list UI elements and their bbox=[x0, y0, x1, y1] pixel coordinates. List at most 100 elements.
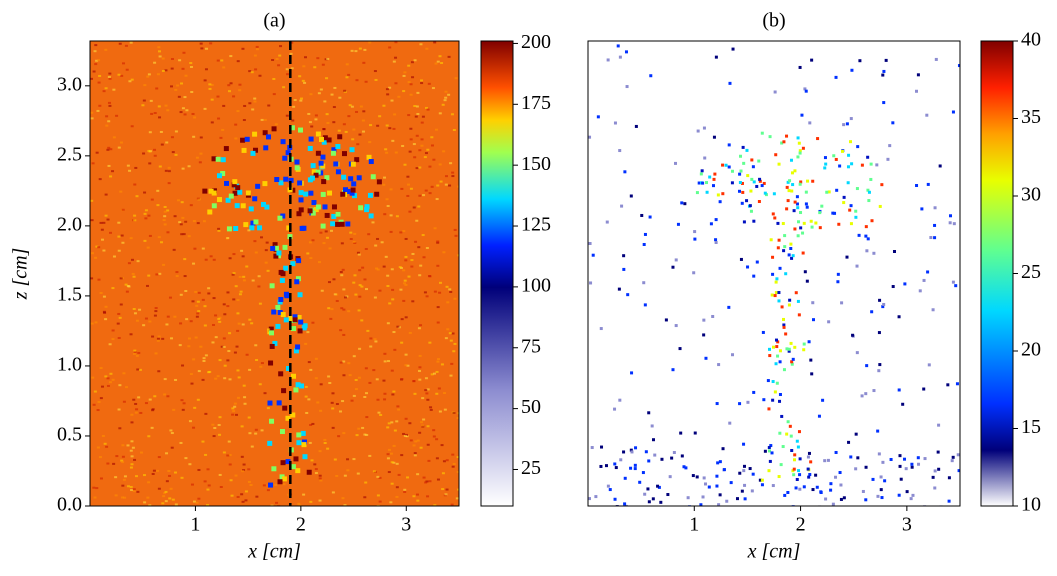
texture bbox=[589, 281, 593, 285]
texture bbox=[891, 285, 895, 289]
texture bbox=[326, 137, 332, 143]
texture bbox=[937, 467, 941, 471]
texture bbox=[640, 213, 644, 217]
texture bbox=[737, 189, 741, 193]
texture bbox=[132, 489, 136, 492]
texture bbox=[427, 82, 431, 85]
texture bbox=[121, 208, 125, 211]
texture bbox=[750, 489, 754, 493]
texture bbox=[363, 48, 367, 51]
texture bbox=[164, 500, 168, 503]
image-a bbox=[90, 41, 459, 506]
texture bbox=[314, 118, 318, 121]
texture bbox=[782, 325, 786, 329]
texture bbox=[819, 490, 823, 494]
texture bbox=[869, 177, 873, 181]
texture bbox=[94, 256, 98, 259]
texture bbox=[170, 446, 174, 449]
texture bbox=[94, 44, 98, 47]
texture bbox=[408, 210, 412, 213]
texture bbox=[424, 189, 428, 192]
texture bbox=[411, 76, 415, 79]
texture bbox=[119, 303, 123, 306]
texture bbox=[315, 169, 321, 175]
texture bbox=[727, 305, 731, 309]
texture bbox=[178, 59, 182, 62]
texture bbox=[304, 395, 308, 398]
texture bbox=[323, 438, 327, 441]
texture bbox=[161, 69, 165, 72]
texture bbox=[127, 285, 131, 288]
texture bbox=[193, 247, 197, 250]
texture bbox=[240, 425, 244, 428]
texture bbox=[600, 445, 604, 449]
texture bbox=[838, 164, 842, 168]
texture bbox=[97, 246, 101, 249]
texture bbox=[202, 188, 208, 194]
texture bbox=[352, 128, 356, 131]
texture bbox=[236, 396, 240, 399]
texture bbox=[92, 403, 96, 406]
texture bbox=[790, 256, 794, 260]
texture bbox=[392, 331, 396, 334]
texture bbox=[91, 162, 95, 165]
texture bbox=[430, 373, 434, 376]
texture bbox=[613, 121, 617, 125]
texture bbox=[267, 440, 273, 446]
texture bbox=[802, 221, 806, 225]
texture bbox=[255, 495, 259, 498]
texture bbox=[108, 104, 112, 107]
texture bbox=[618, 398, 622, 402]
texture bbox=[426, 443, 430, 446]
texture bbox=[937, 423, 941, 427]
texture bbox=[588, 241, 592, 245]
texture bbox=[420, 121, 424, 124]
texture bbox=[310, 210, 316, 216]
texture bbox=[449, 339, 453, 342]
texture bbox=[233, 405, 237, 408]
texture bbox=[426, 495, 430, 498]
texture bbox=[262, 130, 268, 136]
texture bbox=[302, 65, 306, 68]
texture bbox=[283, 291, 289, 297]
texture bbox=[854, 432, 858, 436]
texture bbox=[134, 475, 138, 478]
texture bbox=[274, 483, 278, 486]
texture bbox=[854, 215, 858, 219]
texture bbox=[314, 472, 318, 475]
texture bbox=[415, 493, 419, 496]
texture bbox=[98, 74, 102, 77]
texture bbox=[850, 162, 854, 166]
texture bbox=[242, 275, 246, 278]
texture bbox=[768, 354, 772, 358]
texture bbox=[769, 444, 773, 448]
texture bbox=[173, 215, 177, 218]
texture bbox=[108, 77, 112, 80]
texture bbox=[236, 60, 240, 63]
texture bbox=[142, 324, 146, 327]
texture bbox=[413, 454, 417, 457]
texture bbox=[211, 203, 217, 209]
texture bbox=[363, 278, 367, 281]
texture bbox=[120, 459, 124, 462]
texture bbox=[779, 463, 783, 467]
texture bbox=[231, 407, 235, 410]
y-tick-label: 1.5 bbox=[57, 284, 82, 306]
texture bbox=[413, 59, 417, 62]
texture bbox=[788, 179, 792, 183]
texture bbox=[121, 484, 125, 487]
texture bbox=[650, 424, 654, 428]
texture bbox=[427, 459, 431, 462]
texture bbox=[326, 57, 330, 60]
texture bbox=[151, 409, 155, 412]
texture bbox=[229, 55, 233, 58]
texture bbox=[881, 460, 885, 464]
texture bbox=[758, 478, 762, 482]
texture bbox=[910, 462, 914, 466]
texture bbox=[936, 450, 940, 454]
texture bbox=[788, 424, 792, 428]
texture bbox=[947, 499, 951, 503]
texture bbox=[798, 457, 802, 461]
texture bbox=[107, 146, 111, 149]
texture bbox=[147, 435, 151, 438]
